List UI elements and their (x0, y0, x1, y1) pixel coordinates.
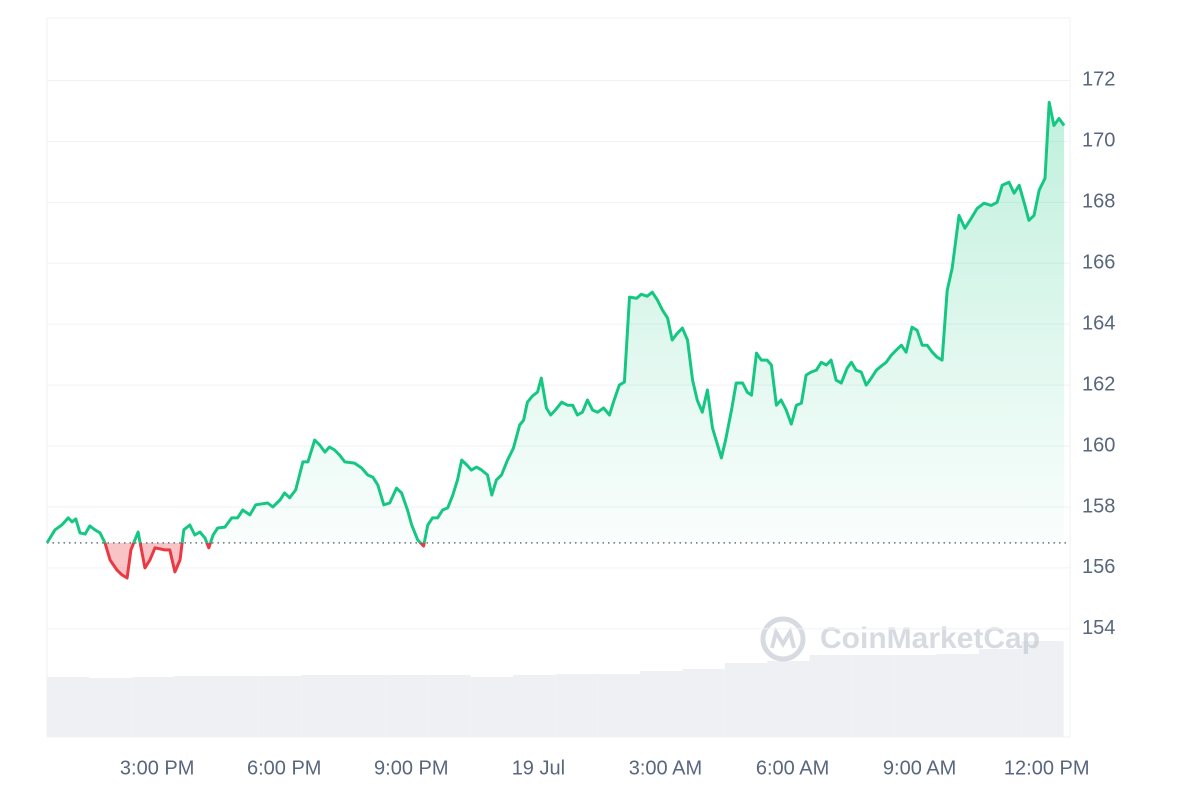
x-tick-label: 3:00 PM (120, 757, 194, 779)
x-tick-label: 9:00 AM (883, 757, 956, 779)
volume-bar (428, 675, 471, 737)
watermark-logo (760, 616, 806, 662)
volume-bar (767, 661, 810, 737)
y-tick-label: 162 (1082, 373, 1115, 395)
volume-bar (216, 676, 259, 737)
volume-bar (385, 675, 429, 737)
x-tick-label: 19 Jul (512, 757, 565, 779)
price-area (47, 102, 1065, 579)
watermark-logo-m (770, 626, 796, 649)
volume-bars (47, 641, 1064, 737)
volume-bar (640, 671, 683, 737)
volume-bar (258, 676, 302, 737)
volume-bar (809, 655, 852, 737)
x-tick-label: 3:00 AM (629, 757, 702, 779)
volume-bar (301, 675, 344, 737)
y-tick-label: 170 (1082, 130, 1115, 152)
y-tick-label: 156 (1082, 556, 1115, 578)
x-tick-label: 9:00 PM (374, 757, 448, 779)
x-tick-label: 6:00 AM (756, 757, 829, 779)
volume-bar (174, 676, 217, 737)
y-tick-label: 168 (1082, 191, 1115, 213)
y-tick-label: 154 (1082, 617, 1115, 639)
volume-bar (555, 674, 598, 737)
y-tick-label: 166 (1082, 252, 1115, 274)
volume-bar (131, 677, 175, 737)
volume-bar (597, 674, 641, 737)
volume-bar (936, 654, 979, 737)
volume-bar (470, 677, 513, 737)
volume-bar (47, 677, 90, 737)
watermark-text: CoinMarketCap (820, 622, 1040, 655)
price-line (45, 100, 1066, 580)
volume-bar (89, 678, 132, 737)
volume-bar (978, 649, 1022, 737)
watermark: CoinMarketCap (760, 616, 1040, 662)
x-tick-label: 6:00 PM (247, 757, 321, 779)
y-tick-label: 164 (1082, 312, 1115, 334)
x-tick-label: 12:00 PM (1004, 757, 1090, 779)
volume-bar (724, 663, 768, 737)
volume-bar (512, 675, 556, 737)
volume-bar (851, 655, 895, 737)
y-tick-label: 158 (1082, 495, 1115, 517)
volume-bar (343, 675, 386, 737)
volume-bar (894, 655, 937, 737)
y-tick-label: 172 (1082, 69, 1115, 91)
y-tick-label: 160 (1082, 434, 1115, 456)
volume-bar (1021, 641, 1064, 737)
volume-bar (682, 669, 725, 737)
